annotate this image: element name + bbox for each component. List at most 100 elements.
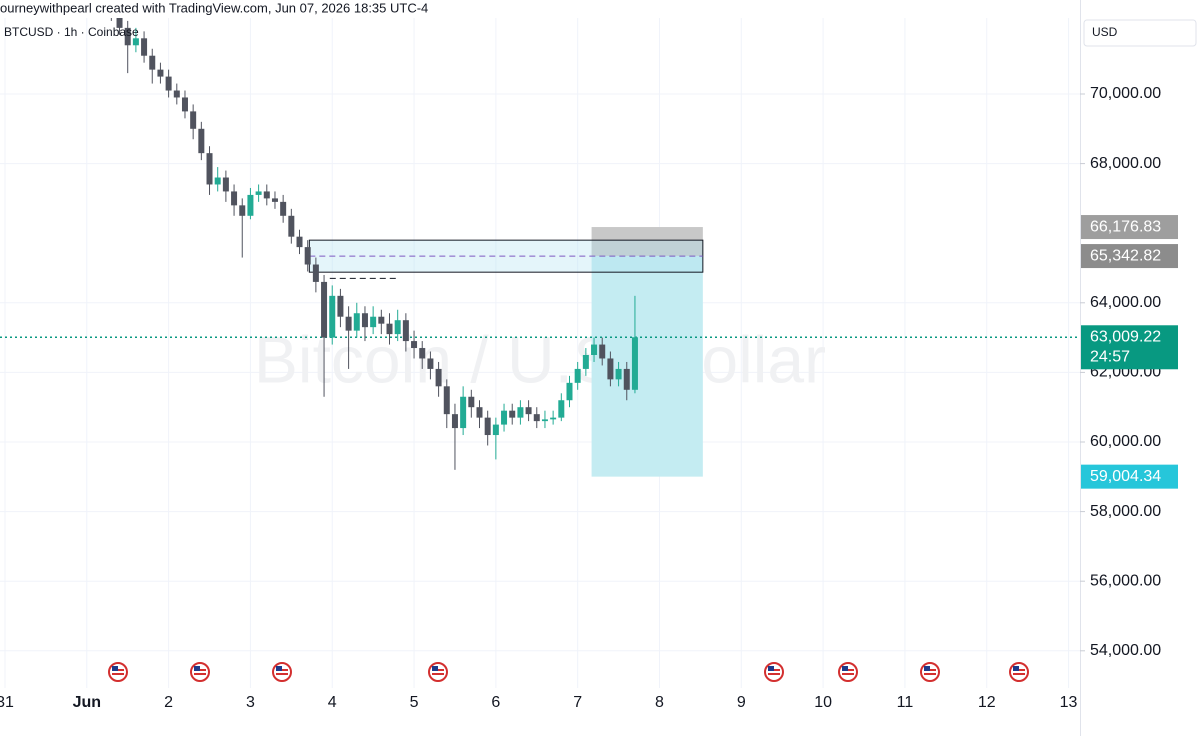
x-tick-label: 6: [491, 694, 500, 711]
event-flag: [272, 662, 292, 682]
candle-body: [255, 191, 262, 195]
candle-body: [116, 13, 123, 28]
candle-body: [533, 414, 540, 422]
candle-body: [378, 316, 385, 324]
candle-body: [124, 27, 131, 46]
candle-body: [198, 128, 205, 154]
candle-body: [353, 313, 360, 331]
price-label: 59,004.34: [1090, 468, 1161, 485]
candle-body: [173, 90, 180, 98]
event-flag: [190, 662, 210, 682]
candle-body: [345, 316, 352, 331]
candle-body: [206, 153, 213, 185]
candle-body: [558, 400, 565, 418]
event-flag: [428, 662, 448, 682]
candle-body: [231, 191, 238, 206]
x-tick-label: 31: [0, 694, 14, 711]
candle-body: [599, 344, 606, 359]
candle-body: [402, 320, 409, 342]
stop-zone: [591, 227, 703, 257]
candle-body: [591, 344, 598, 355]
candle-body: [419, 348, 426, 359]
candle-body: [304, 247, 311, 265]
x-tick-label: 11: [897, 694, 914, 711]
candle-body: [525, 407, 532, 415]
x-tick-label: 2: [164, 694, 173, 711]
price-label: 65,342.82: [1090, 247, 1161, 264]
x-tick-label: 9: [737, 694, 746, 711]
candle-body: [157, 69, 164, 77]
candle-body: [337, 295, 344, 317]
candle-body: [149, 55, 156, 70]
currency-box[interactable]: [1083, 19, 1197, 47]
candle-body: [615, 368, 622, 380]
candle-body: [427, 358, 434, 369]
candle-body: [361, 313, 368, 328]
grid: [0, 0, 1080, 688]
candle-body: [623, 368, 630, 390]
candle-body: [132, 38, 139, 46]
candle-body: [263, 191, 270, 199]
event-flag: [108, 662, 128, 682]
candle-body: [190, 111, 197, 129]
candle-body: [329, 295, 336, 338]
price-label-box: [1081, 215, 1178, 240]
candle-body: [321, 281, 328, 338]
candle-body: [582, 354, 589, 369]
event-flag: [1009, 662, 1029, 682]
y-tick-label: 70,000.00: [1090, 85, 1161, 102]
y-tick-label: 56,000.00: [1090, 572, 1161, 589]
price-label: 66,176.83: [1090, 218, 1161, 235]
x-tick-label: 8: [655, 694, 664, 711]
header-text: ourneywithpearl created with TradingView…: [0, 0, 428, 15]
x-tick-label: 13: [1060, 694, 1078, 711]
x-tick-label: 4: [328, 694, 337, 711]
x-tick-label: 3: [246, 694, 255, 711]
time-axis: 31 Jun 2 3 4 5 6 7 8 9 10 11 12 13: [0, 694, 1078, 711]
event-flag: [920, 662, 940, 682]
watermark: Bitcoin / U.S. Dollar: [254, 322, 826, 396]
candle-body: [435, 368, 442, 387]
candle-body: [468, 396, 475, 408]
price-label-box: [1081, 244, 1178, 269]
price-label-box: [1081, 464, 1178, 489]
candle-body: [460, 396, 467, 429]
candle-body: [566, 382, 573, 401]
candles: [108, 0, 638, 470]
candle-body: [394, 320, 401, 335]
candle-body: [517, 407, 524, 418]
countdown: 24:57: [1090, 348, 1130, 365]
candle-body: [607, 358, 614, 380]
y-tick-label: 54,000.00: [1090, 642, 1161, 659]
event-markers: [108, 662, 1029, 682]
candle-body: [222, 177, 229, 192]
x-tick-label: 12: [978, 694, 996, 711]
candle-body: [476, 407, 483, 418]
candle-body: [280, 201, 287, 216]
header-bar: [0, 0, 1080, 18]
y-tick-label: 58,000.00: [1090, 503, 1161, 520]
candle-body: [214, 177, 221, 185]
candle-body: [239, 205, 246, 216]
price-labels: 66,176.83 65,342.82 63,009.22 24:57 59,004.3…: [1081, 215, 1178, 489]
y-tick-label: 60,000.00: [1090, 433, 1161, 450]
currency: USD: [1092, 25, 1118, 39]
candle-body: [370, 316, 377, 328]
candle-body: [312, 264, 319, 282]
y-tick-label: 68,000.00: [1090, 155, 1161, 172]
candle-body: [288, 215, 295, 237]
candle-body: [165, 76, 172, 91]
candle-body: [271, 198, 278, 202]
event-flag: [838, 662, 858, 682]
candle-body: [181, 97, 188, 112]
candle-body: [492, 424, 499, 436]
candle-body: [451, 414, 458, 429]
x-tick-label: Jun: [73, 694, 101, 711]
event-flag: [764, 662, 784, 682]
candle-body: [501, 410, 508, 425]
x-tick-label: 10: [814, 694, 832, 711]
price-label: 63,009.22: [1090, 328, 1161, 345]
candle-body: [541, 419, 548, 422]
